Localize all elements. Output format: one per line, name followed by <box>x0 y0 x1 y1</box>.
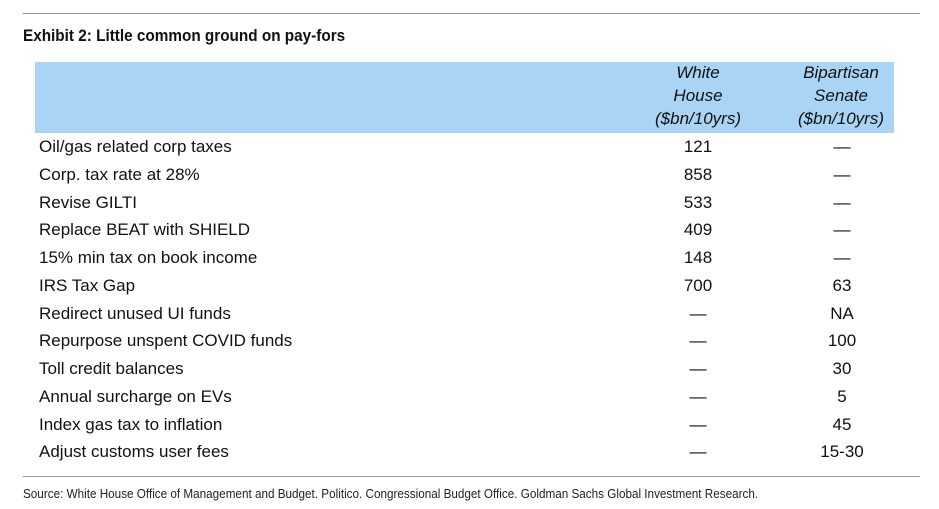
column-header-line: House <box>673 86 723 105</box>
senate-value: 5 <box>837 386 847 406</box>
table-row: Revise GILTI 533 — <box>35 190 894 218</box>
table-row: 15% min tax on book income 148 — <box>35 245 894 273</box>
senate-value: — <box>833 164 851 184</box>
column-header-line: White <box>676 63 720 82</box>
table-row: Oil/gas related corp taxes 121 — <box>35 134 894 162</box>
table-row: Repurpose unspent COVID funds — 100 <box>35 328 894 356</box>
column-header-bipartisan-senate: Bipartisan Senate ($bn/10yrs) <box>780 61 902 130</box>
white-house-value: 700 <box>683 275 713 295</box>
table-row: Redirect unused UI funds — NA <box>35 301 894 329</box>
table-row: IRS Tax Gap 700 63 <box>35 273 894 301</box>
row-label: Toll credit balances <box>39 359 184 378</box>
white-house-value: — <box>689 331 707 351</box>
column-header-unit: ($bn/10yrs) <box>798 109 884 128</box>
bottom-rule <box>23 476 920 477</box>
table-row: Adjust customs user fees — 15-30 <box>35 439 894 467</box>
table-row: Annual surcharge on EVs — 5 <box>35 384 894 412</box>
column-header-line: Senate <box>814 86 868 105</box>
white-house-value: — <box>689 414 707 434</box>
row-label: Corp. tax rate at 28% <box>39 164 200 184</box>
column-header-unit: ($bn/10yrs) <box>655 109 741 128</box>
white-house-value: — <box>689 359 707 378</box>
white-house-value: 121 <box>683 137 713 156</box>
row-label: 15% min tax on book income <box>39 248 258 267</box>
white-house-value: — <box>689 303 707 323</box>
row-label: Redirect unused UI funds <box>39 303 231 323</box>
table-row: Replace BEAT with SHIELD 409 — <box>35 217 894 245</box>
senate-value: — <box>833 137 851 156</box>
row-label: Revise GILTI <box>39 192 137 212</box>
senate-value: — <box>833 192 851 212</box>
table-row: Toll credit balances — 30 <box>35 356 894 384</box>
senate-value: — <box>833 220 851 240</box>
senate-value: 63 <box>832 275 852 295</box>
white-house-value: 858 <box>683 164 713 184</box>
row-label: Annual surcharge on EVs <box>39 386 232 406</box>
row-label: IRS Tax Gap <box>39 275 136 295</box>
senate-value: 30 <box>832 359 852 378</box>
white-house-value: 409 <box>683 220 713 240</box>
senate-value: 100 <box>827 331 857 351</box>
table-row: Corp. tax rate at 28% 858 — <box>35 162 894 190</box>
row-label: Oil/gas related corp taxes <box>39 137 232 156</box>
row-label: Replace BEAT with SHIELD <box>39 220 251 240</box>
senate-value: NA <box>830 303 854 323</box>
column-header-white-house: White House ($bn/10yrs) <box>638 61 758 130</box>
row-label: Repurpose unspent COVID funds <box>39 331 293 351</box>
white-house-value: 533 <box>683 192 713 212</box>
exhibit-title: Exhibit 2: Little common ground on pay-f… <box>23 26 346 45</box>
white-house-value: — <box>689 386 707 406</box>
senate-value: — <box>833 248 851 267</box>
table-body: Oil/gas related corp taxes 121— Corp. tax … <box>35 134 894 467</box>
source-note: Source: White House Office of Management… <box>23 486 759 501</box>
row-label: Adjust customs user fees <box>39 442 229 462</box>
column-header-line: Bipartisan <box>803 63 879 82</box>
row-label: Index gas tax to inflation <box>39 414 223 434</box>
white-house-value: 148 <box>683 248 713 267</box>
table-header-band <box>35 62 894 133</box>
senate-value: 15-30 <box>820 442 864 462</box>
senate-value: 45 <box>832 414 852 434</box>
top-rule <box>23 13 920 14</box>
table-row: Index gas tax to inflation — 45 <box>35 412 894 440</box>
white-house-value: — <box>689 442 707 462</box>
